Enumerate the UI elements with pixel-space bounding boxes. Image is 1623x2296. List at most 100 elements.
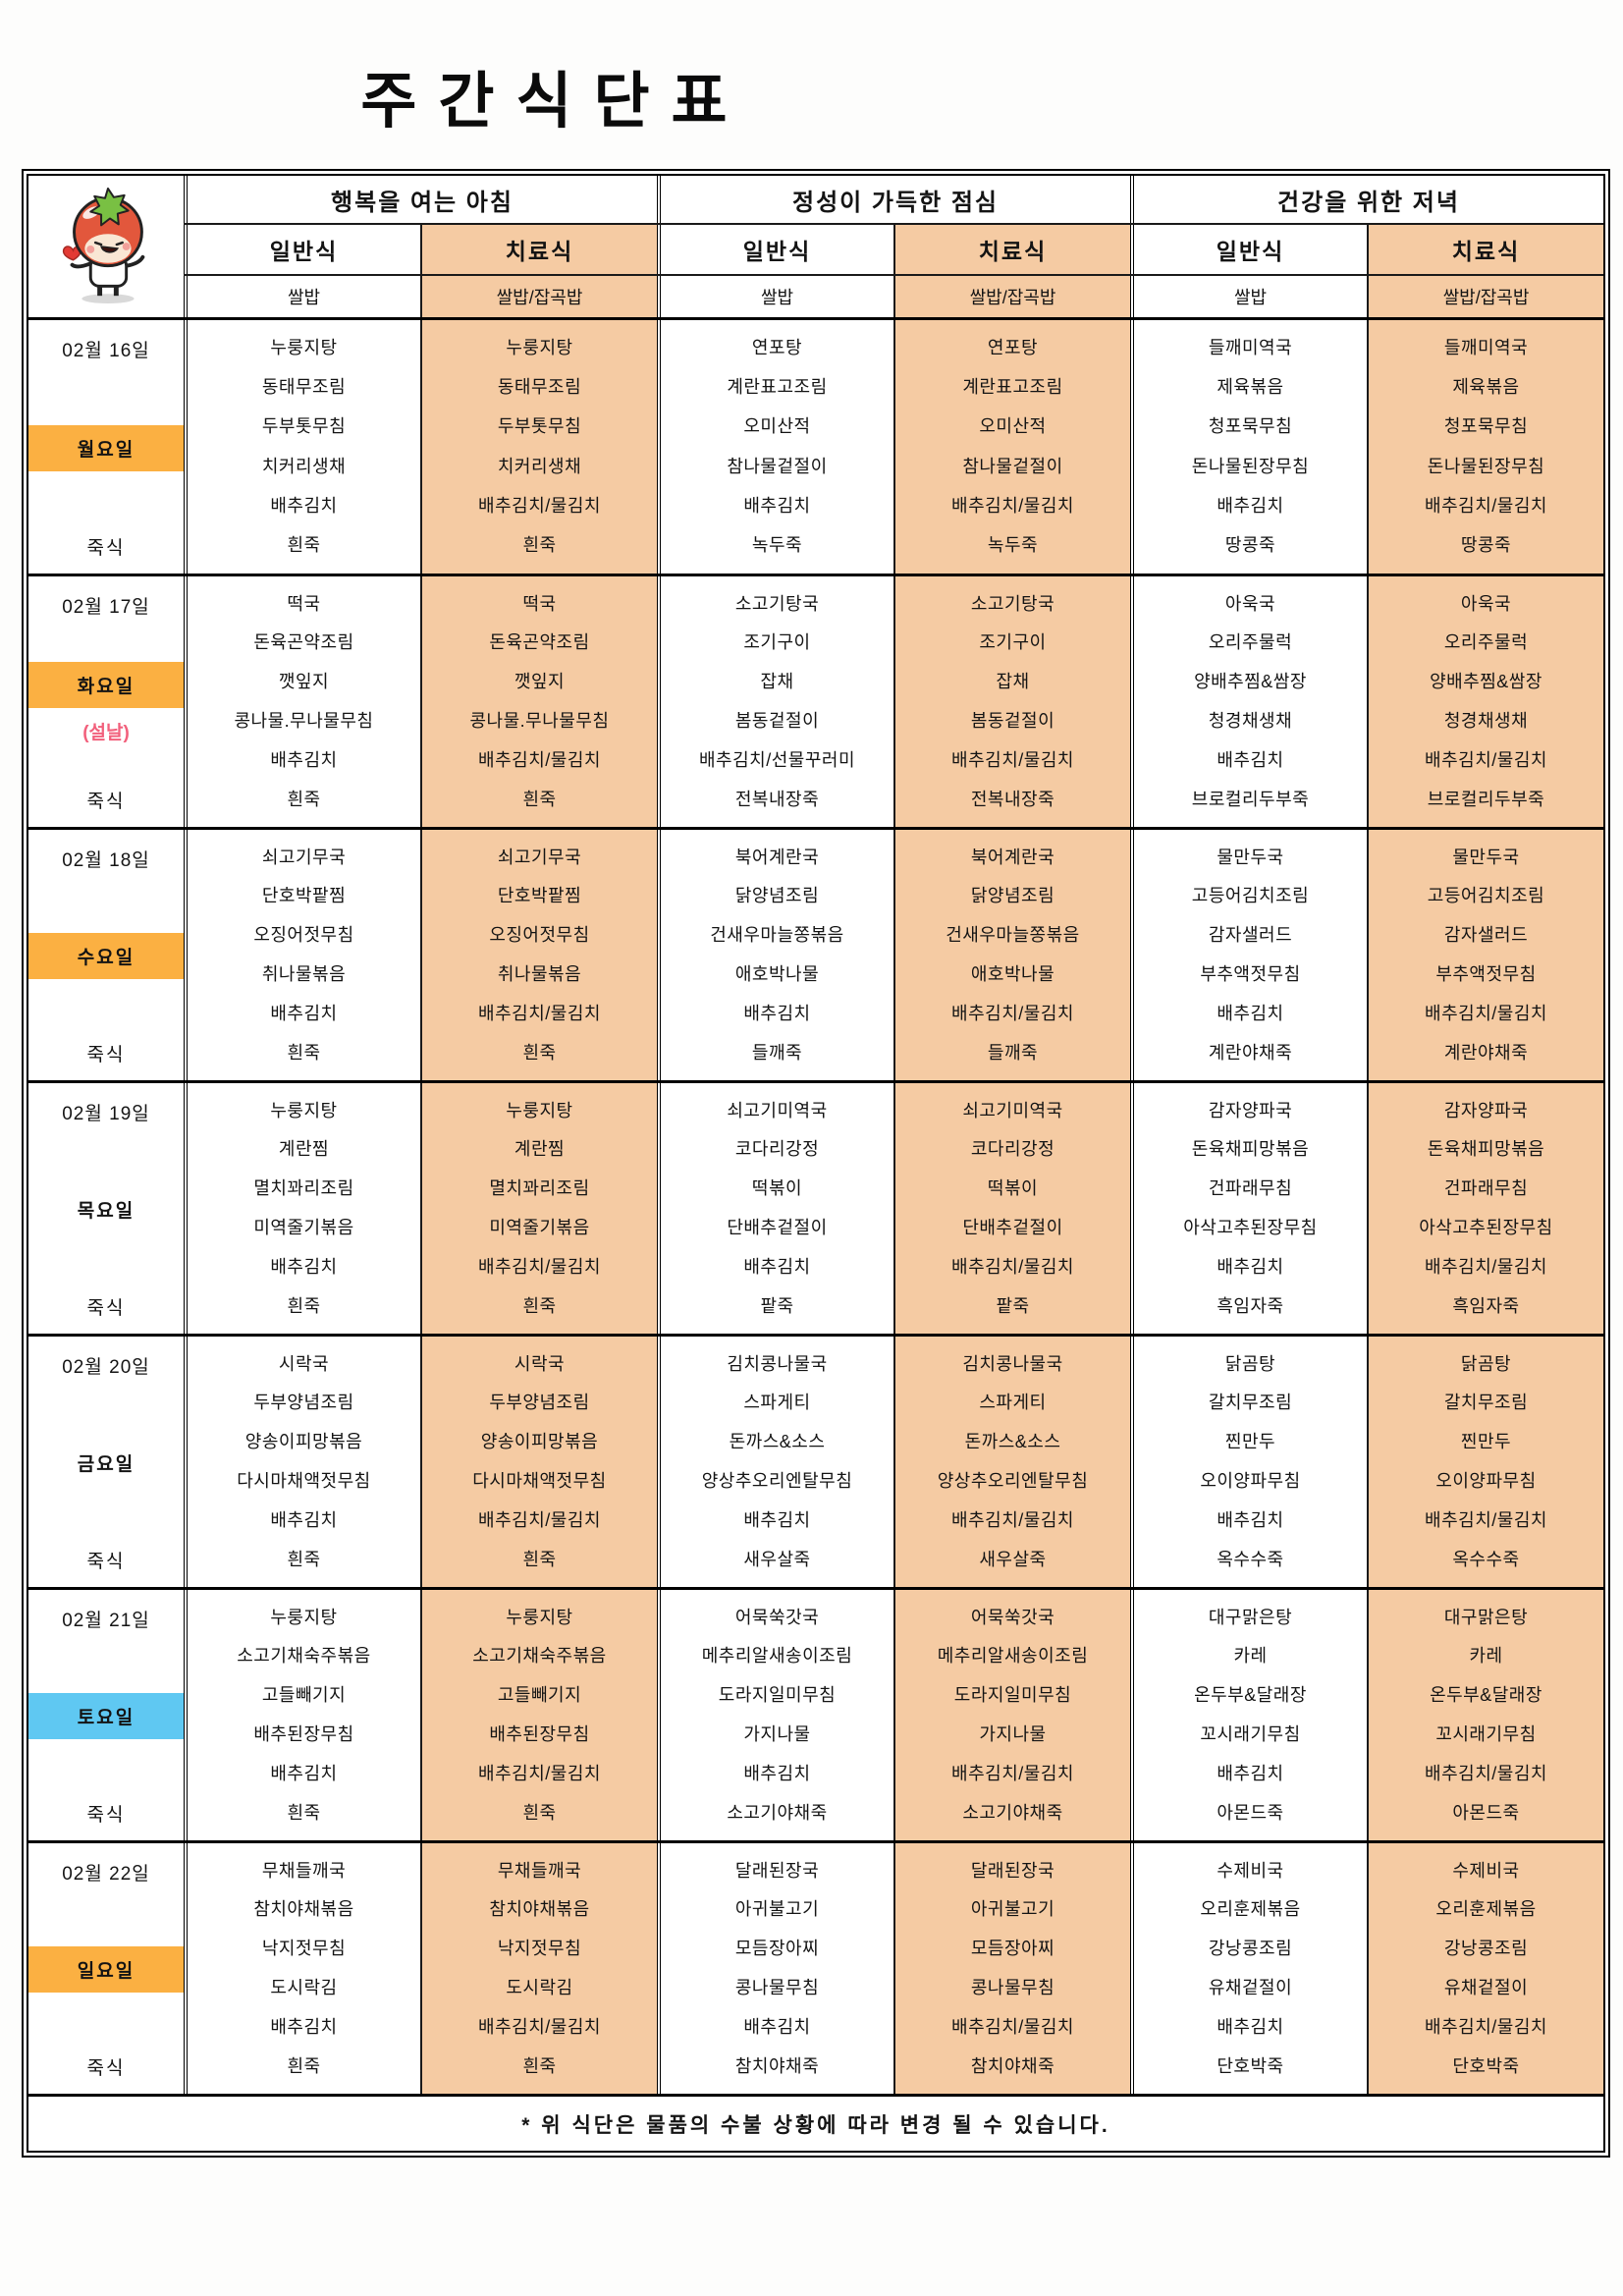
menu-item: 누룽지탕 (506, 1607, 573, 1627)
menu-item: 두부톳무침 (497, 416, 582, 437)
menu-item: 취나물볶음 (261, 964, 347, 985)
menu-item: 흰죽 (522, 1802, 557, 1823)
menu-item: 연포탕 (987, 337, 1039, 357)
menu-item: 새우살죽 (743, 1549, 811, 1569)
menu-item: 멸치꽈리조림 (253, 1178, 354, 1199)
meal-cell-breakfast-therapy: 떡국 돈육곤약조림 깻잎지 콩나물.무나물무침 배추김치/물김치 흰죽 (420, 576, 657, 827)
menu-item: 어묵쑥갓국 (970, 1607, 1055, 1627)
menu-item: 청경채생채 (1208, 711, 1293, 732)
menu-item: 배추된장무침 (253, 1724, 354, 1745)
meal-cells: 누룽지탕 동태무조림 두부톳무침 치커리생채 배추김치 흰죽 누룽지탕 동태무조림 두부톳무침 치… (184, 320, 1603, 574)
menu-item: 카레 (1469, 1646, 1503, 1667)
menu-item: 돈육곤약조림 (253, 632, 354, 653)
menu-item: 아귀불고기 (970, 1899, 1055, 1920)
menu-item: 양배추찜&쌈장 (1194, 672, 1307, 692)
breakfast-group-header: 행복을 여는 아침 (184, 176, 657, 223)
menu-item: 흑임자죽 (1217, 1295, 1284, 1316)
date-label: 02월 22일 (62, 1864, 150, 1885)
menu-item: 깻잎지 (514, 672, 566, 692)
menu-item: 단배추겉절이 (962, 1218, 1063, 1238)
date-label: 02월 18일 (62, 850, 150, 871)
menu-item: 다시마채액젓무침 (237, 1471, 371, 1492)
menu-item: 단호박팥찜 (497, 886, 582, 906)
meal-cell-breakfast-therapy: 누룽지탕 소고기채숙주볶음 고들빼기지 배추된장무침 배추김치/물김치 흰죽 (420, 1590, 657, 1840)
menu-item: 수제비국 (1217, 1860, 1284, 1881)
therapy-col-header: 치료식 (1367, 225, 1603, 274)
menu-item: 배추김치/선물꾸러미 (698, 749, 856, 770)
menu-item: 참나물겉절이 (962, 456, 1063, 476)
menu-item: 콩나물.무나물무침 (469, 711, 610, 732)
menu-item: 가지나물 (979, 1724, 1047, 1745)
menu-item: 두부톳무침 (261, 416, 347, 437)
menu-item: 브로컬리두부죽 (1191, 789, 1310, 809)
regular-col-header: 일반식 (184, 225, 420, 274)
menu-item: 양상추오리엔탈무침 (937, 1471, 1089, 1492)
meal-cell-breakfast-regular: 떡국 돈육곤약조림 깻잎지 콩나물.무나물무침 배추김치 흰죽 (184, 576, 420, 827)
menu-item: 누룽지탕 (506, 1100, 573, 1121)
menu-item: 배추김치/물김치 (951, 1763, 1074, 1783)
menu-item: 돈까스&소스 (729, 1432, 826, 1452)
menu-item: 배추김치 (743, 1256, 811, 1277)
meal-cells: 쇠고기무국 단호박팥찜 오징어젓무침 취나물볶음 배추김치 흰죽 쇠고기무국 단호박팥찜 오징어… (184, 830, 1603, 1080)
porridge-label: 죽식 (86, 1298, 126, 1319)
menu-item: 제육볶음 (1217, 377, 1284, 398)
menu-item: 부추액젓무침 (1435, 964, 1537, 985)
menu-item: 배추김치/물김치 (478, 1509, 601, 1530)
menu-item: 갈치무조림 (1208, 1393, 1293, 1413)
menu-item: 아몬드죽 (1452, 1802, 1520, 1823)
meal-cell-lunch-therapy: 쇠고기미역국 코다리강정 떡볶이 단배추겉절이 배추김치/물김치 팥죽 (893, 1083, 1130, 1334)
date-label: 02월 16일 (62, 341, 150, 361)
menu-item: 계란야채죽 (1208, 1042, 1293, 1063)
menu-item: 참치야채죽 (970, 2055, 1055, 2076)
meal-cells: 누룽지탕 소고기채숙주볶음 고들빼기지 배추된장무침 배추김치 흰죽 누룽지탕 소고기채숙주볶… (184, 1590, 1603, 1840)
menu-item: 양송이피망볶음 (244, 1432, 363, 1452)
meal-group-row: 행복을 여는 아침 정성이 가득한 점심 건강을 위한 저녁 (184, 176, 1603, 225)
menu-item: 도라지일미무침 (953, 1685, 1072, 1706)
menu-item: 배추김치/물김치 (478, 496, 601, 517)
menu-item: 오징어젓무침 (489, 925, 590, 946)
weekday-block: 수요일 (28, 933, 184, 979)
rice-cell: 쌀밥 (1130, 276, 1367, 317)
menu-item: 쇠고기미역국 (727, 1100, 828, 1121)
lunch-group-header: 정성이 가득한 점심 (657, 176, 1130, 223)
menu-item: 갈치무조림 (1443, 1393, 1529, 1413)
menu-item: 감자양파국 (1443, 1100, 1529, 1121)
menu-item: 잡채 (996, 672, 1030, 692)
meal-cell-dinner-regular: 대구맑은탕 카레 온두부&달래장 꼬시래기무침 배추김치 아몬드죽 (1130, 1590, 1367, 1840)
diet-type-row: 일반식 치료식 일반식 치료식 일반식 치료식 (184, 225, 1603, 276)
menu-item: 오리훈제볶음 (1200, 1899, 1301, 1920)
menu-item: 배추김치 (270, 496, 338, 517)
menu-item: 전복내장죽 (734, 789, 820, 809)
menu-item: 봄동겉절이 (734, 711, 820, 732)
menu-item: 배추김치/물김치 (478, 1003, 601, 1023)
menu-item: 오리주물럭 (1208, 632, 1293, 653)
menu-item: 온두부&달래장 (1194, 1685, 1307, 1706)
menu-item: 양상추오리엔탈무침 (701, 1471, 853, 1492)
menu-item: 흰죽 (522, 789, 557, 809)
meal-cells: 시락국 두부양념조림 양송이피망볶음 다시마채액젓무침 배추김치 흰죽 시락국 두부양념조림 양… (184, 1337, 1603, 1587)
menu-item: 새우살죽 (979, 1549, 1047, 1569)
menu-item: 찐만두 (1460, 1432, 1512, 1452)
menu-item: 낙지젓무침 (261, 1939, 347, 1959)
meal-cell-breakfast-therapy: 시락국 두부양념조림 양송이피망볶음 다시마채액젓무침 배추김치/물김치 흰죽 (420, 1337, 657, 1587)
menu-item: 어묵쑥갓국 (734, 1607, 820, 1627)
meal-cell-lunch-therapy: 연포탕 계란표고조림 오미산적 참나물겉절이 배추김치/물김치 녹두죽 (893, 320, 1130, 574)
menu-item: 조기구이 (743, 632, 811, 653)
weekday-badge: 수요일 (28, 933, 184, 979)
day-row: 02월 22일 일요일 죽식 무채들깨국 참치야채볶음 낙지젓무침 도시락김 배추김치 흰죽 무채… (28, 1840, 1603, 2094)
menu-item: 전복내장죽 (970, 789, 1055, 809)
menu-item: 브로컬리두부죽 (1427, 789, 1545, 809)
meal-cell-lunch-therapy: 달래된장국 아귀불고기 모듬장아찌 콩나물무침 배추김치/물김치 참치야채죽 (893, 1843, 1130, 2094)
menu-item: 떡볶이 (987, 1178, 1039, 1199)
weekday-block: 월요일 (28, 424, 184, 471)
menu-item: 김치콩나물국 (727, 1353, 828, 1374)
weekday-badge: 화요일 (28, 661, 184, 708)
menu-item: 배추김치 (270, 1256, 338, 1277)
meal-cell-dinner-therapy: 닭곰탕 갈치무조림 찐만두 오이양파무침 배추김치/물김치 옥수수죽 (1367, 1337, 1603, 1587)
menu-item: 배추된장무침 (489, 1724, 590, 1745)
menu-item: 팥죽 (996, 1295, 1030, 1316)
meal-cell-breakfast-therapy: 누룽지탕 동태무조림 두부톳무침 치커리생채 배추김치/물김치 흰죽 (420, 320, 657, 574)
menu-item: 김치콩나물국 (962, 1353, 1063, 1374)
menu-item: 유채겉절이 (1208, 1978, 1293, 1998)
menu-item: 배추김치/물김치 (951, 1509, 1074, 1530)
